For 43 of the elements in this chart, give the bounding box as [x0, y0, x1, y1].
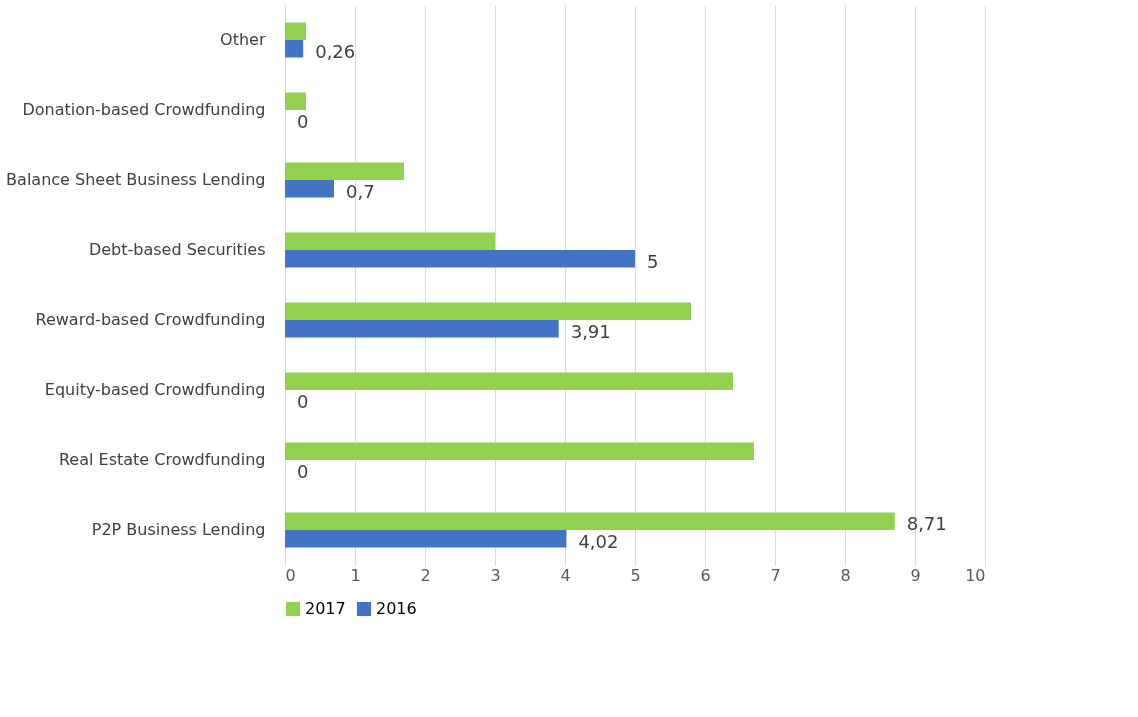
legend-label: 2016 — [376, 599, 417, 618]
bar — [285, 372, 733, 390]
y-tick-label: Other — [220, 30, 266, 49]
y-tick-label: P2P Business Lending — [91, 520, 266, 539]
y-tick-label: Equity-based Crowdfunding — [44, 380, 266, 399]
data-label: 4,02 — [578, 530, 619, 552]
x-tick-label: 10 — [965, 565, 986, 585]
bar — [285, 180, 334, 198]
data-label: 0 — [297, 460, 309, 482]
bar — [285, 320, 559, 338]
data-label: 0 — [297, 390, 309, 412]
legend-label: 2017 — [305, 599, 346, 618]
x-tick-label: 1 — [350, 565, 361, 585]
x-tick-label: 8 — [840, 565, 851, 585]
bar — [285, 530, 567, 548]
y-tick-label: Real Estate Crowdfunding — [58, 450, 266, 469]
y-tick-label: Reward-based Crowdfunding — [35, 310, 266, 329]
y-tick-label: Donation-based Crowdfunding — [22, 100, 266, 119]
x-tick-label: 3 — [490, 565, 501, 585]
y-tick-label: Balance Sheet Business Lending — [6, 170, 266, 189]
x-tick-label: 0 — [285, 565, 296, 585]
x-tick-label: 7 — [770, 565, 781, 585]
x-tick-label: 6 — [700, 565, 711, 585]
data-label: 0 — [297, 110, 309, 132]
bar — [285, 92, 306, 110]
bar — [285, 250, 635, 268]
bar — [285, 162, 404, 180]
x-tick-label: 9 — [910, 565, 921, 585]
data-label: 0,26 — [315, 40, 356, 62]
bar — [285, 40, 304, 58]
x-tick-label: 4 — [560, 565, 571, 585]
y-tick-label: Debt-based Securities — [88, 240, 266, 259]
bar — [285, 232, 495, 250]
data-label: 3,91 — [570, 320, 611, 342]
x-tick-label: 2 — [420, 565, 431, 585]
bar — [285, 512, 895, 530]
bar — [285, 302, 691, 320]
bar — [285, 22, 306, 40]
bar — [285, 442, 754, 460]
data-label: 8,71 — [906, 513, 947, 535]
x-tick-label: 5 — [630, 565, 641, 585]
data-label: 0,7 — [346, 180, 375, 202]
data-label: 5 — [647, 250, 659, 272]
